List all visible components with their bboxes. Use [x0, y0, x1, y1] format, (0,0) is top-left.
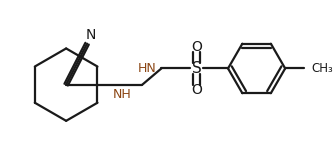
- Text: N: N: [86, 28, 96, 42]
- Text: S: S: [192, 61, 201, 76]
- Text: HN: HN: [138, 62, 156, 75]
- Text: NH: NH: [113, 88, 132, 101]
- Text: O: O: [191, 40, 202, 53]
- Text: CH₃: CH₃: [311, 62, 333, 75]
- Text: O: O: [191, 83, 202, 97]
